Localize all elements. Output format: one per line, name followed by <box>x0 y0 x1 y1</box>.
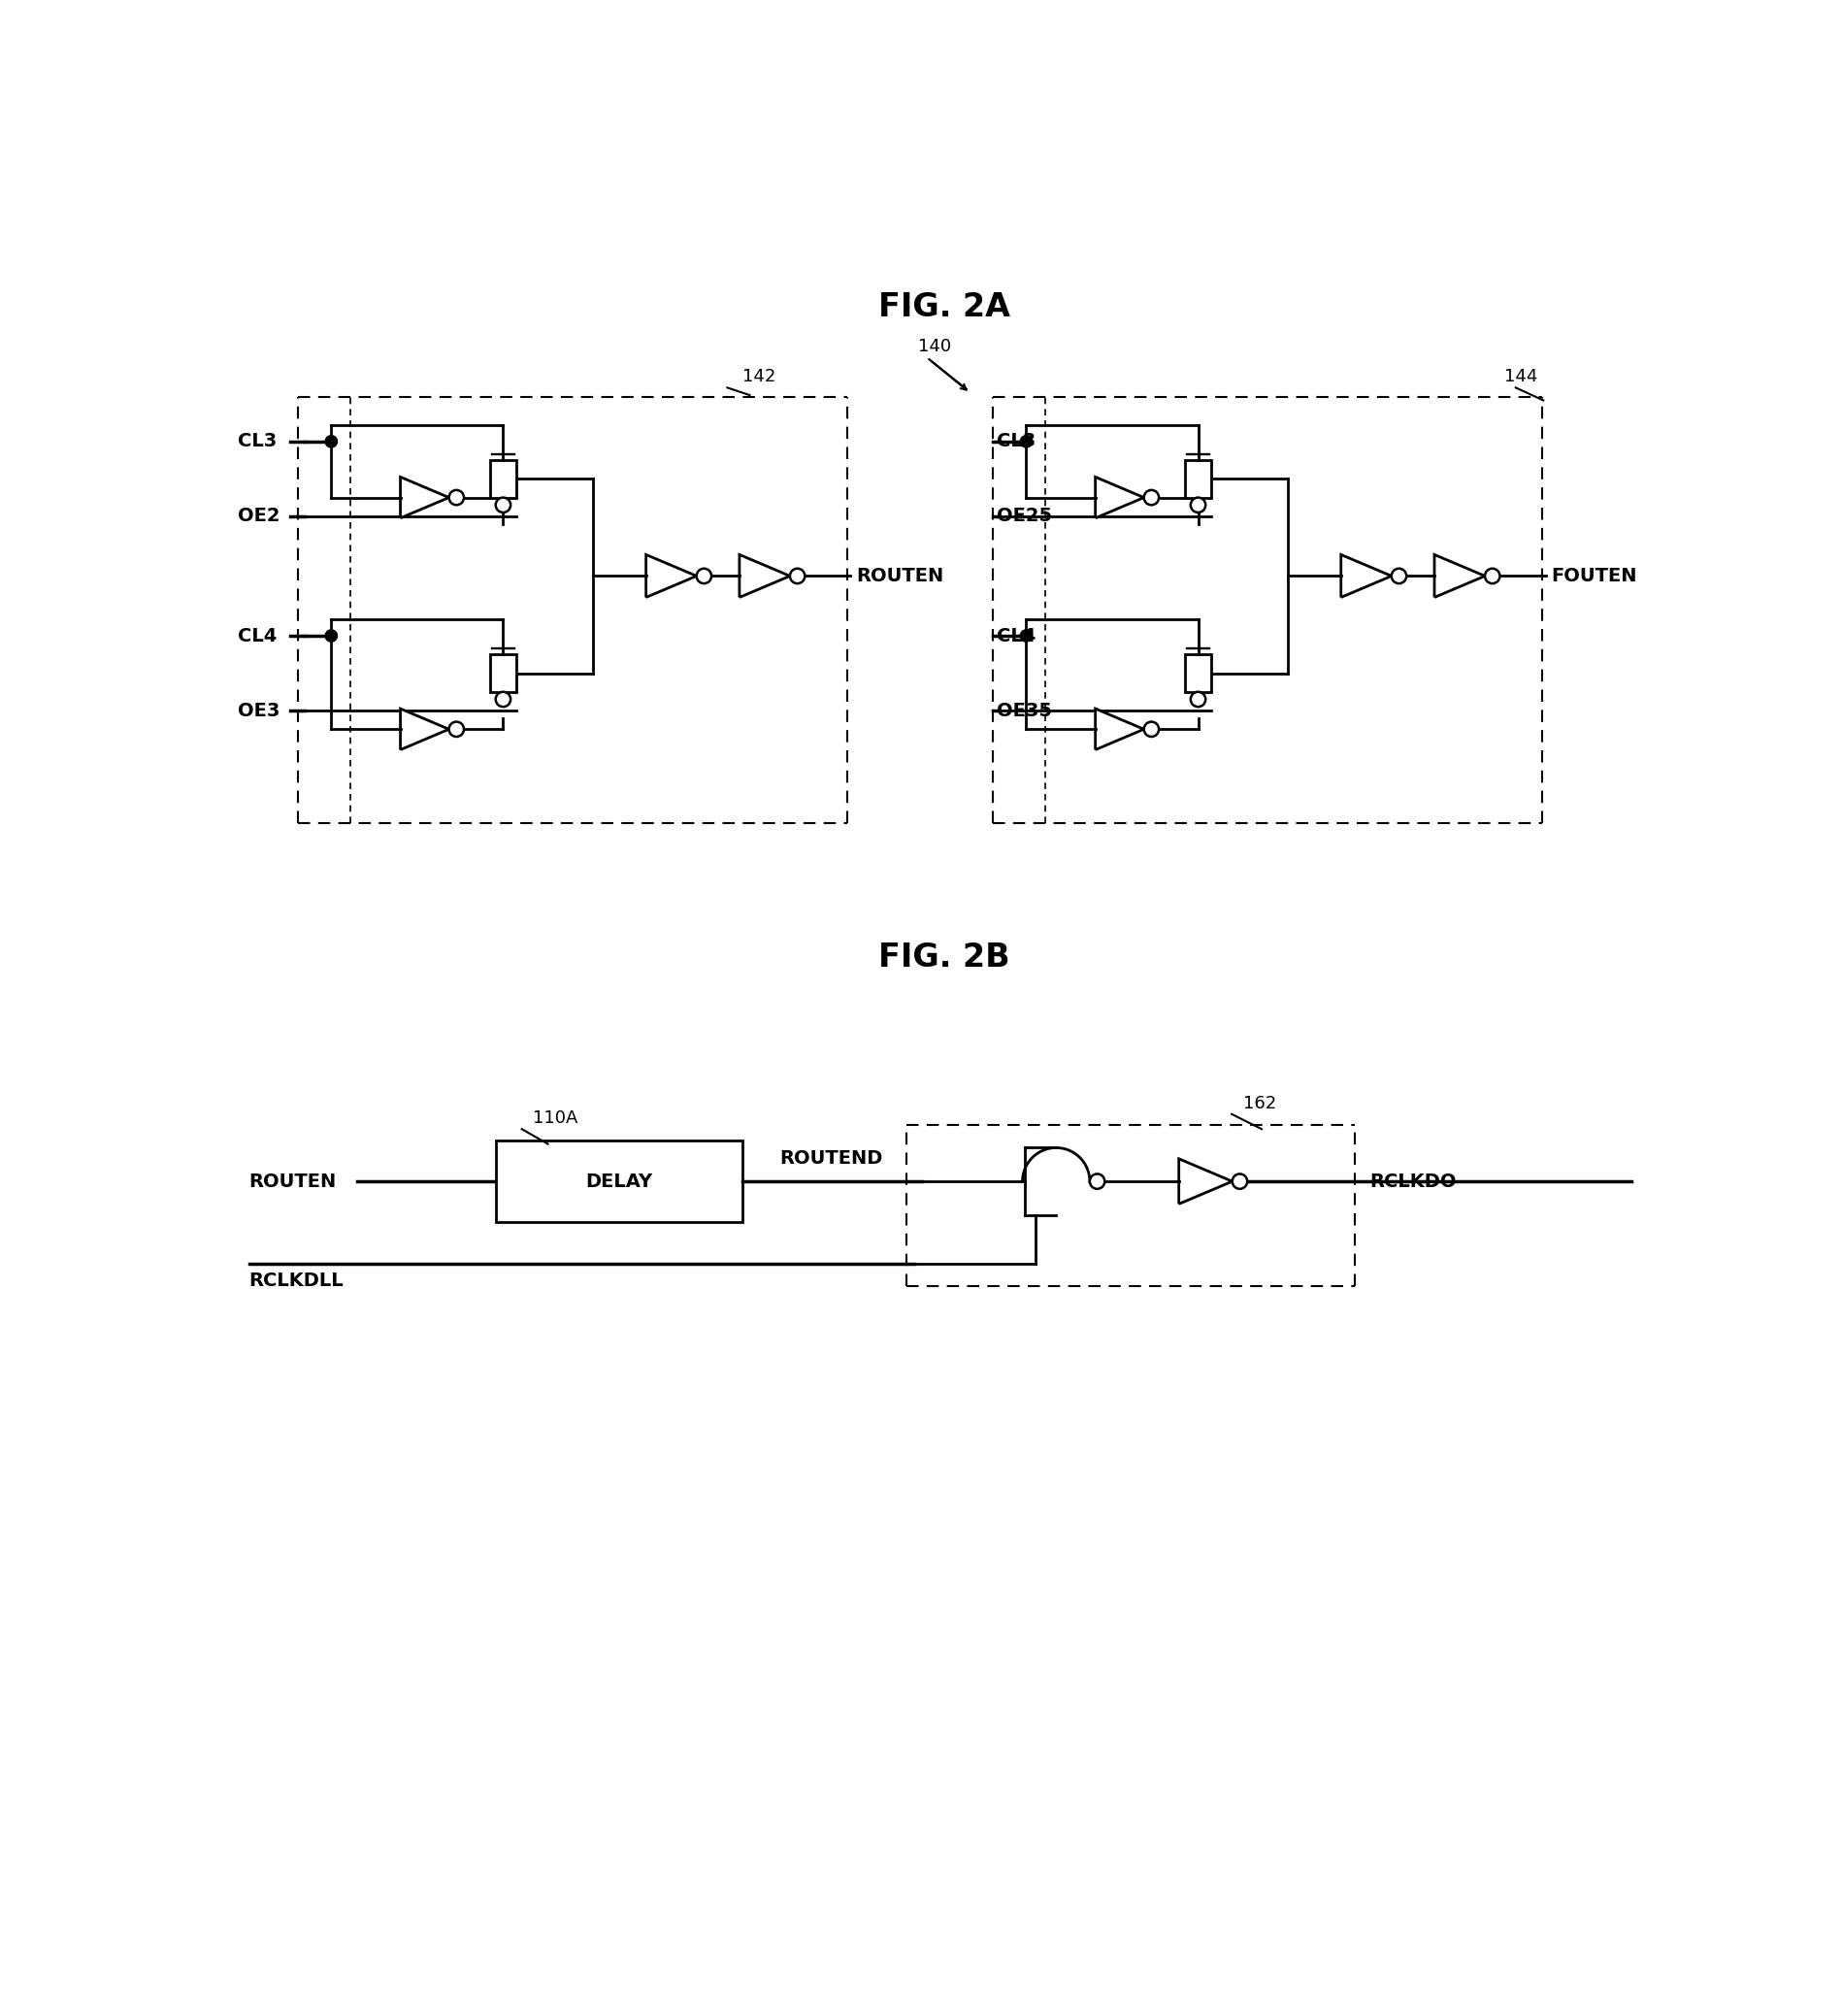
Bar <box>490 655 516 691</box>
Polygon shape <box>400 478 449 518</box>
Circle shape <box>790 569 805 583</box>
Circle shape <box>449 722 464 736</box>
Circle shape <box>1144 722 1159 736</box>
Text: 162: 162 <box>1243 1095 1277 1113</box>
Polygon shape <box>1341 554 1391 597</box>
Bar <box>1184 655 1212 691</box>
Text: FOUTEN: FOUTEN <box>1551 566 1638 585</box>
Text: ROUTEN: ROUTEN <box>249 1171 337 1191</box>
Polygon shape <box>1096 478 1144 518</box>
Circle shape <box>1020 629 1032 641</box>
Text: 110A: 110A <box>532 1109 578 1127</box>
Text: OE2: OE2 <box>238 506 280 526</box>
Circle shape <box>449 490 464 504</box>
Circle shape <box>1090 1173 1105 1189</box>
Circle shape <box>1020 435 1032 448</box>
Text: 142: 142 <box>742 369 775 385</box>
Circle shape <box>495 498 510 512</box>
Circle shape <box>495 691 510 708</box>
Text: CL3: CL3 <box>997 431 1035 452</box>
Circle shape <box>1190 498 1205 512</box>
Circle shape <box>696 569 711 583</box>
Text: FIG. 2B: FIG. 2B <box>879 941 1009 974</box>
Text: 144: 144 <box>1505 369 1538 385</box>
Bar <box>490 460 516 498</box>
Polygon shape <box>1435 554 1485 597</box>
Circle shape <box>1485 569 1499 583</box>
Circle shape <box>326 629 337 641</box>
Text: CL4: CL4 <box>238 627 276 645</box>
Text: OE3: OE3 <box>238 702 280 720</box>
Text: OE25: OE25 <box>997 506 1052 526</box>
Text: CL3: CL3 <box>238 431 276 452</box>
Polygon shape <box>1179 1159 1232 1204</box>
Polygon shape <box>739 554 790 597</box>
Circle shape <box>1391 569 1407 583</box>
Bar <box>495 1141 742 1222</box>
Text: OE35: OE35 <box>997 702 1052 720</box>
Text: DELAY: DELAY <box>586 1171 652 1191</box>
Text: ROUTEN: ROUTEN <box>857 566 943 585</box>
Text: 140: 140 <box>917 339 950 355</box>
Circle shape <box>1190 691 1205 708</box>
Text: ROUTEND: ROUTEND <box>779 1149 882 1167</box>
Bar <box>1184 460 1212 498</box>
Polygon shape <box>647 554 696 597</box>
Text: RCLKDO: RCLKDO <box>1370 1171 1457 1191</box>
Circle shape <box>326 435 337 448</box>
Text: CL4: CL4 <box>997 627 1035 645</box>
Circle shape <box>1144 490 1159 504</box>
Circle shape <box>1232 1173 1247 1189</box>
Text: RCLKDLL: RCLKDLL <box>249 1270 344 1290</box>
Polygon shape <box>400 710 449 750</box>
Polygon shape <box>1022 1147 1090 1216</box>
Text: FIG. 2A: FIG. 2A <box>879 290 1009 323</box>
Polygon shape <box>1096 710 1144 750</box>
